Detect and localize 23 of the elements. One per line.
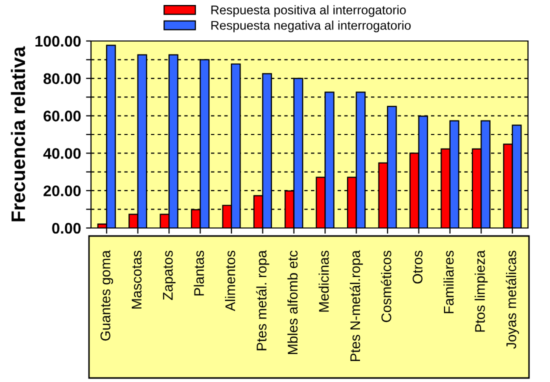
x-tick-label: Mascotas <box>132 250 142 309</box>
y-axis-title: Frecuencia relativa <box>10 46 26 222</box>
x-tick-label: Guantes goma <box>100 250 114 341</box>
legend-label: Respuesta positiva al interrogatorio <box>211 5 406 17</box>
x-tick-label: Medicinas <box>318 250 329 312</box>
y-tick-label: 40.00 <box>43 148 81 159</box>
x-tick-label: Ptes metál. ropa <box>256 250 270 350</box>
x-tick-label: Joyas metálicas <box>506 250 519 349</box>
y-tick-label: 100.00 <box>36 36 81 47</box>
legend-label: Respuesta negativa al interrogatorio <box>211 20 411 32</box>
x-tick-label: Familiares <box>443 250 454 314</box>
x-tick-label: Otros <box>412 250 422 284</box>
x-tick-label: Mbles alfomb etc <box>287 250 298 354</box>
y-tick-label: 60.00 <box>44 110 81 122</box>
y-tick-label: 80.00 <box>44 73 81 84</box>
x-tick-label: Zapatos <box>163 250 176 300</box>
x-tick-label: Cosméticos <box>380 250 392 322</box>
y-tick-label: 0.00 <box>52 222 81 234</box>
x-tick-label: Plantas <box>194 250 204 296</box>
y-tick-label: 20.00 <box>44 185 81 196</box>
x-tick-label: Ptes N-metál.ropa <box>350 250 363 361</box>
x-tick-label: Ptos limpieza <box>474 250 488 332</box>
x-tick-label: Alimentos <box>224 250 236 312</box>
